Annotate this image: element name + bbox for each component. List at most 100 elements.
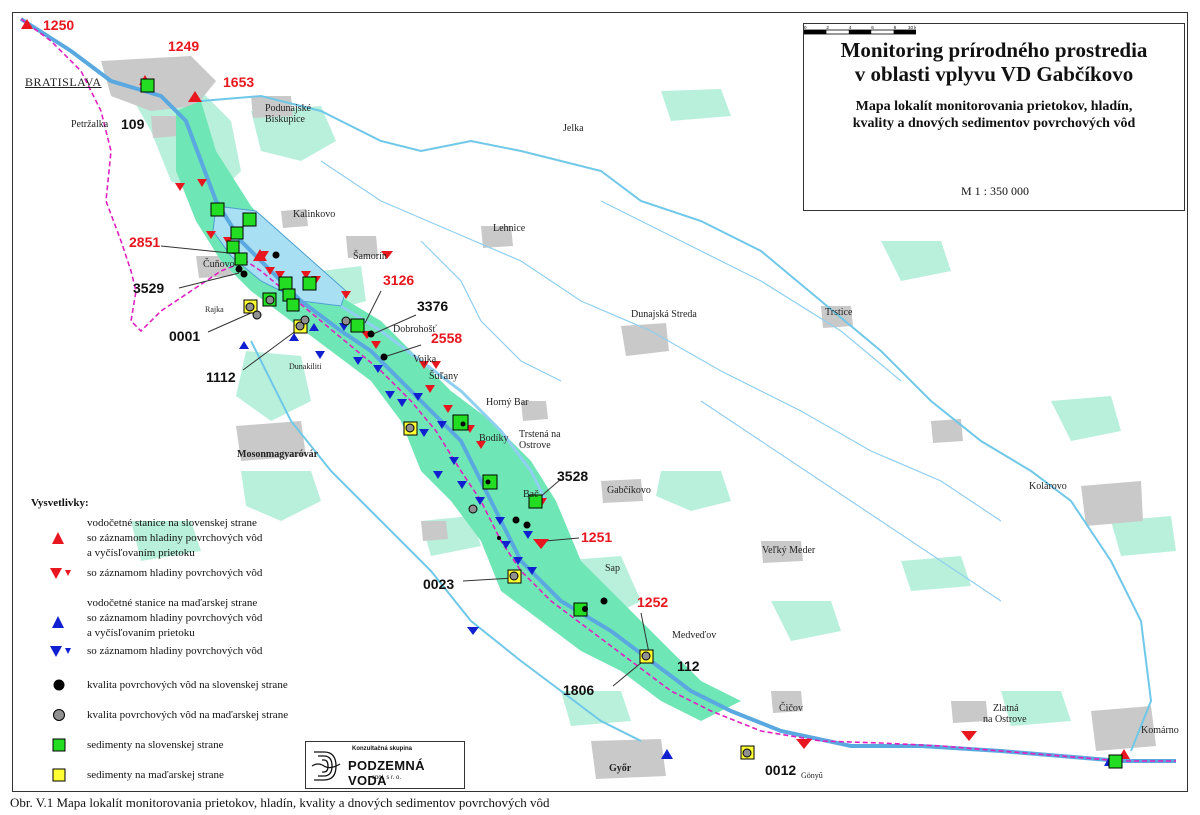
legend-hu-gauge-line-2: so záznamom hladiny povrchových vôd	[87, 612, 263, 624]
town-lehnice: Lehnice	[493, 223, 526, 234]
forest-areas	[131, 89, 1176, 726]
podzemna-voda-logo-icon	[311, 751, 341, 781]
legend-hu-gauge-line-1: vodočetné stanice na maďarskej strane	[87, 597, 258, 609]
town-gyor: Győr	[609, 763, 632, 774]
town-samorin: Šamorín	[353, 251, 387, 262]
town-dunajska-streda: Dunajská Streda	[631, 309, 697, 320]
town-bodiky: Bodíky	[479, 433, 509, 444]
map-subtitle: Mapa lokalít monitorovania prietokov, hl…	[804, 98, 1184, 132]
map-frame: BRATISLAVA Petržalka Podunajské Biskupic…	[12, 12, 1188, 792]
town-trstice: Trstice	[825, 307, 853, 318]
scale-tick-label: 6	[871, 25, 874, 30]
title-box: Monitoring prírodného prostredia v oblas…	[803, 23, 1185, 211]
station-1653: 1653	[223, 74, 255, 90]
legend-sk-gauge-line-1: vodočetné stanice na slovenskej strane	[87, 517, 257, 529]
town-horny-bar: Horný Bar	[486, 397, 529, 408]
legend-blue-down-triangles-icon	[50, 646, 71, 657]
town-dobrohost: Dobrohošť	[393, 324, 437, 335]
scale-tick-label: 2	[826, 25, 829, 30]
station-3528: 3528	[557, 468, 589, 484]
scale-tick-label: 10 km	[908, 25, 916, 30]
legend-sediment-sk: sedimenty na slovenskej strane	[87, 739, 224, 751]
station-2558: 2558	[431, 330, 463, 346]
legend-green-square-icon	[52, 738, 66, 752]
station-112: 112	[677, 658, 700, 674]
town-trstena-1: Trstená na	[519, 429, 561, 440]
side-channels	[320, 160, 1002, 602]
town-cunovo: Čuňovo	[203, 259, 235, 270]
maly-dunaj	[200, 94, 1153, 752]
mosoni-duna	[250, 340, 642, 742]
subtitle-line-2: kvality a dnových sedimentov povrchových…	[852, 116, 1136, 131]
slovak-level-markers	[21, 19, 1130, 759]
town-medvedov: Medveďov	[672, 630, 717, 641]
legend-sk-level: so záznamom hladiny povrchových vôd	[87, 567, 263, 579]
station-109: 109	[121, 116, 145, 132]
station-1112: 1112	[206, 369, 236, 385]
town-kalinkovo: Kalinkovo	[293, 209, 336, 220]
station-3376: 3376	[417, 298, 449, 314]
town-cicov: Čičov	[779, 703, 803, 714]
town-komarno: Komárno	[1141, 725, 1179, 736]
legend-red-down-triangles-icon	[50, 568, 71, 579]
legend-quality-sk: kvalita povrchových vôd na slovenskej st…	[87, 679, 288, 691]
town-trstena-2: Ostrove	[519, 440, 551, 451]
legend-hu-level: so záznamom hladiny povrchových vôd	[87, 645, 263, 657]
town-dunakiliti: Dunakiliti	[289, 362, 322, 371]
legend-hu-gauge-line-3: a vyčísľovaním prietoku	[87, 627, 195, 639]
state-border	[20, 18, 1176, 762]
legend-sediment-hu: sedimenty na maďarskej strane	[87, 769, 224, 781]
map-canvas	[19, 17, 1176, 779]
legend-blue-triangle-icon	[52, 616, 64, 628]
title-line-1: Monitoring prírodného prostredia	[840, 38, 1148, 62]
map-title: Monitoring prírodného prostredia v oblas…	[804, 38, 1184, 86]
legend-grey-dot-icon	[53, 709, 65, 721]
floodplain-area	[176, 101, 741, 721]
logo-line-3: spol. s r. o.	[372, 775, 402, 781]
legend-black-dot-icon	[53, 679, 65, 691]
town-jelka: Jelka	[563, 123, 584, 134]
scale-ratio: M 1 : 350 000	[960, 184, 1029, 198]
company-logo: Konzultačná skupina PODZEMNÁ VODA spol. …	[305, 741, 465, 789]
town-bac: Bač	[523, 489, 539, 500]
title-line-2: v oblasti vplyvu VD Gabčíkovo	[854, 62, 1134, 86]
station-3126: 3126	[383, 272, 415, 288]
town-mosonmagyarovar: Mosonmagyaróvár	[237, 449, 319, 460]
town-gonyu: Gönyű	[801, 771, 823, 780]
station-1249: 1249	[168, 38, 200, 54]
town-gabcikovo: Gabčíkovo	[607, 485, 651, 496]
station-0023: 0023	[423, 576, 455, 592]
station-0001: 0001	[169, 328, 201, 344]
legend-sk-gauge-line-3: a vyčísľovaním prietoku	[87, 547, 195, 559]
town-sulany: Šuľany	[429, 371, 459, 382]
logo-line-2: PODZEMNÁ VODA	[348, 758, 425, 788]
subtitle-line-1: Mapa lokalít monitorovania prietokov, hl…	[855, 99, 1133, 114]
town-kolarovo: Kolárovo	[1029, 481, 1067, 492]
town-podunajske-biskupice-1: Podunajské	[265, 103, 312, 114]
station-1251: 1251	[581, 529, 613, 545]
town-velky-meder: Veľký Meder	[762, 545, 816, 556]
scale-tick-label: 8	[894, 25, 897, 30]
logo-line-1: Konzultačná skupina	[352, 746, 413, 752]
station-0012: 0012	[765, 762, 797, 778]
legend-quality-hu: kvalita povrchových vôd na maďarskej str…	[87, 709, 289, 721]
hungarian-level-markers	[239, 323, 1114, 766]
quality-dot-centers	[460, 421, 588, 612]
legend-title: Vysvetlivky:	[31, 497, 89, 509]
station-2851: 2851	[129, 234, 161, 250]
town-zlatna-1: Zlatná	[993, 703, 1019, 714]
scale-bar: 0 2 4 6 8 10 km	[804, 25, 916, 35]
legend-sk-gauge-line-2: so záznamom hladiny povrchových vôd	[87, 532, 263, 544]
town-sap: Sap	[605, 563, 620, 574]
danube-river	[19, 17, 1176, 763]
legend-red-triangle-icon	[52, 532, 64, 544]
town-vojka: Vojka	[413, 354, 437, 365]
town-bratislava: BRATISLAVA	[25, 75, 102, 89]
scale-tick-label: 4	[849, 25, 852, 30]
station-1806: 1806	[563, 682, 595, 698]
town-petrzalka: Petržalka	[71, 119, 109, 130]
figure-caption: Obr. V.1 Mapa lokalít monitorovania prie…	[10, 795, 550, 810]
town-zlatna-2: na Ostrove	[983, 714, 1027, 725]
station-1250: 1250	[43, 17, 75, 33]
town-podunajske-biskupice-2: Biskupice	[265, 114, 305, 125]
